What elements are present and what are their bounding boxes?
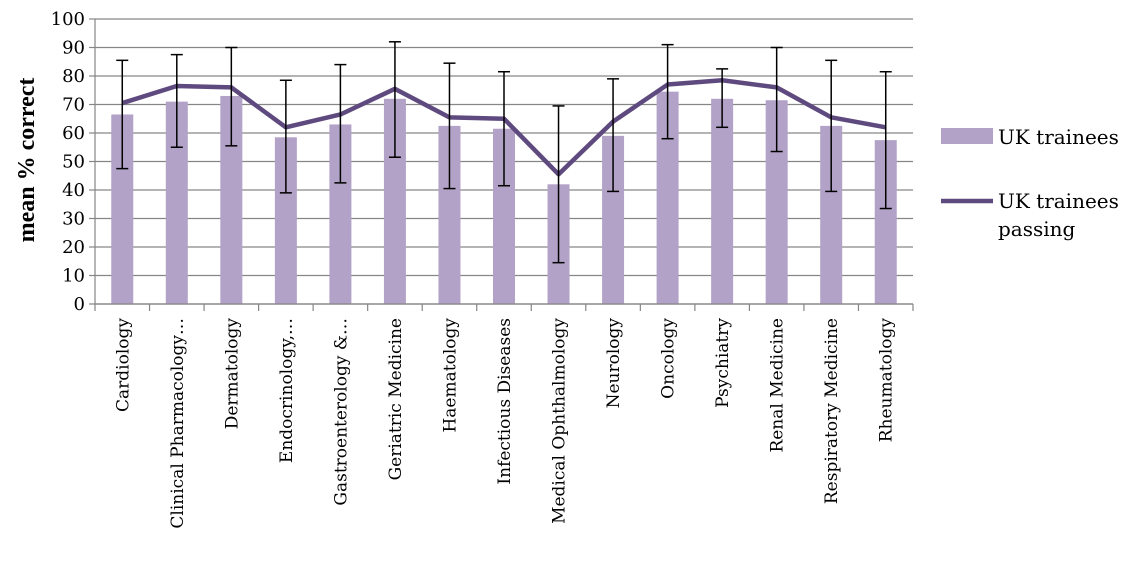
x-tick-label: Medical Ophthalmology: [550, 318, 570, 524]
y-tick-label: 50: [62, 152, 85, 173]
bar: [711, 98, 734, 304]
error-bars: [116, 41, 892, 264]
x-tick-label: Psychiatry: [713, 318, 733, 408]
y-tick-labels: 0 10 20 30 40 50 60 70 80 90 100: [51, 9, 85, 315]
legend: UK trainees UK trainees passing: [941, 125, 1119, 241]
y-tick-label: 20: [62, 237, 85, 258]
bar: [165, 101, 188, 305]
legend-swatch-bar: [941, 128, 993, 144]
x-tick-label: Haematology: [440, 318, 460, 433]
bar: [656, 91, 679, 304]
x-tick-label: Geriatric Medicine: [386, 318, 406, 480]
y-tick-label: 80: [62, 66, 85, 87]
bar: [820, 125, 843, 304]
y-tick-label: 70: [62, 95, 85, 116]
bar: [602, 135, 625, 304]
bar-series-uk-trainees: [111, 91, 897, 305]
y-tick-label: 30: [62, 209, 85, 230]
x-tick-label: Clinical Pharmacology…: [168, 318, 188, 529]
bar: [274, 137, 297, 304]
x-tick-label: Endocrinology,…: [277, 318, 297, 463]
legend-label: UK trainees: [998, 125, 1119, 149]
bar: [874, 140, 897, 304]
x-tick-label: Neurology: [604, 318, 624, 409]
x-tick-label: Infectious Diseases: [495, 318, 515, 485]
bar: [493, 128, 515, 304]
y-axis-title: mean % correct: [14, 78, 40, 243]
bar: [438, 125, 461, 304]
bar: [111, 114, 134, 304]
x-tick-label: Dermatology: [222, 318, 242, 430]
x-tick-labels: Cardiology Clinical Pharmacology… Dermatol…: [113, 318, 896, 529]
y-tick-label: 40: [62, 180, 85, 201]
x-tick-label: Oncology: [659, 318, 679, 399]
y-tick-label: 10: [62, 266, 85, 287]
x-tick-label: Respiratory Medicine: [822, 318, 842, 504]
legend-label: UK trainees passing: [998, 189, 1119, 241]
axes: [94, 19, 914, 311]
x-tick-label: Gastroenterology &…: [331, 318, 351, 506]
bar: [383, 98, 406, 304]
x-tick-label: Renal Medicine: [768, 318, 788, 453]
y-tick-label: 60: [62, 123, 85, 144]
x-tick-label: Cardiology: [113, 318, 133, 412]
bar: [220, 95, 243, 304]
bar: [329, 124, 352, 304]
y-tick-label: 100: [51, 9, 85, 30]
x-tick-label: Rheumatology: [877, 318, 897, 443]
y-tick-label: 0: [74, 294, 85, 315]
y-tick-label: 90: [62, 38, 85, 59]
